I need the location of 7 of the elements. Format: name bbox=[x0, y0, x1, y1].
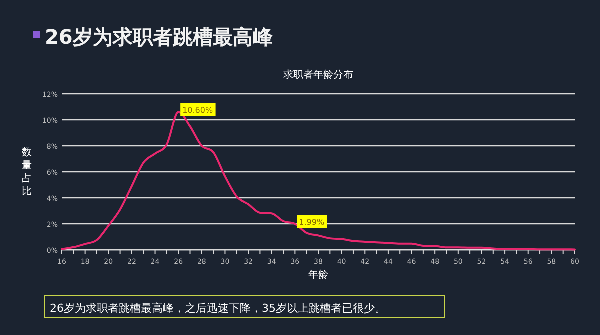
x-axis-title: 年龄 bbox=[308, 269, 328, 281]
annotation: 1.99% bbox=[299, 218, 325, 228]
annotation: 10.60% bbox=[182, 106, 214, 116]
chart-title: 26岁为求职者跳槽最高峰 bbox=[45, 25, 274, 49]
text: 26岁为求职者跳槽最高峰，之后迅速下降，35岁以上跳槽者已很少。 bbox=[50, 302, 386, 315]
chart-subtitle: 求职者年龄分布 bbox=[284, 69, 354, 81]
y-axis-title: 数量占比 bbox=[22, 148, 32, 198]
